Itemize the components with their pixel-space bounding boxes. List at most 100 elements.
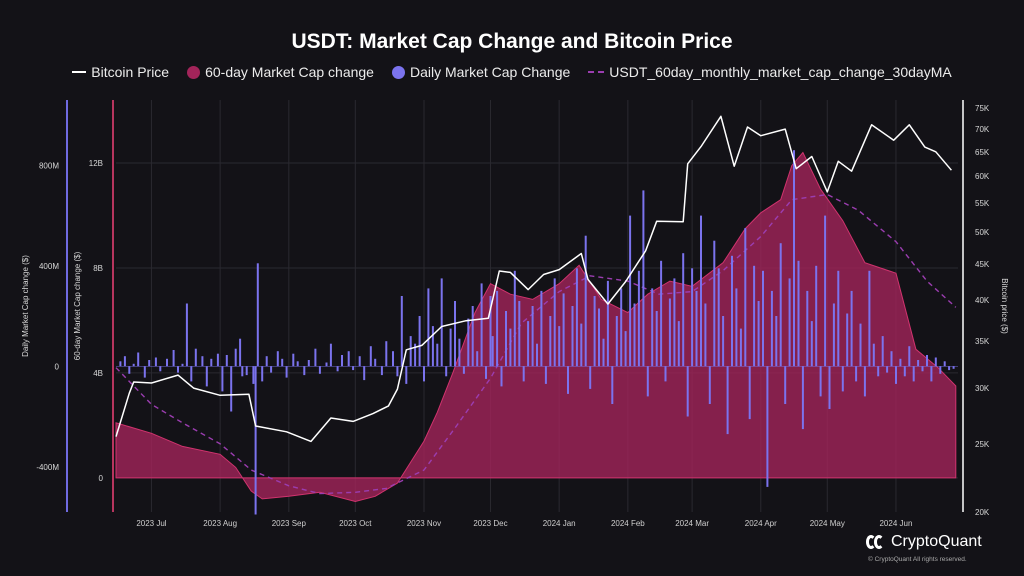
chart-legend: Bitcoin Price 60-day Market Cap change D… xyxy=(0,64,1024,80)
daily-change-bar xyxy=(943,361,946,367)
daily-change-bar xyxy=(205,366,208,387)
axis-cap-title: 60-day Market Cap change ($) xyxy=(73,251,82,360)
daily-change-bar xyxy=(440,278,443,367)
daily-change-bar xyxy=(677,321,680,367)
daily-change-bar xyxy=(815,265,818,367)
daily-change-bar xyxy=(784,366,787,404)
daily-change-bar xyxy=(704,303,707,367)
daily-change-bar xyxy=(540,290,543,367)
legend-ma[interactable]: USDT_60day_monthly_market_cap_change_30d… xyxy=(588,64,952,80)
daily-change-bar xyxy=(276,351,279,367)
daily-change-bar xyxy=(318,366,321,374)
daily-change-bar xyxy=(458,338,461,367)
daily-change-bar xyxy=(166,358,168,367)
daily-change-bar xyxy=(400,296,403,367)
daily-change-bar xyxy=(598,308,600,367)
daily-change-bar xyxy=(329,343,332,367)
daily-change-bar xyxy=(850,290,853,367)
daily-change-bar xyxy=(620,288,623,367)
legend-bitcoin[interactable]: Bitcoin Price xyxy=(72,64,169,80)
daily-tick-label: 800M xyxy=(39,161,59,170)
daily-change-bar xyxy=(380,366,383,376)
daily-change-bar xyxy=(770,290,773,367)
legend-daily-label: Daily Market Cap Change xyxy=(409,64,571,80)
legend-daily[interactable]: Daily Market Cap Change xyxy=(391,64,571,80)
daily-change-bar xyxy=(531,306,534,367)
daily-change-bar xyxy=(731,255,733,367)
daily-change-bar xyxy=(819,366,822,397)
daily-change-bar xyxy=(210,358,213,367)
daily-change-bar xyxy=(584,235,587,367)
area-layer xyxy=(115,151,957,503)
line-60day-ma xyxy=(115,193,957,495)
daily-change-bar xyxy=(673,278,676,367)
daily-change-bar xyxy=(471,306,474,367)
daily-change-bar xyxy=(952,366,955,369)
daily-change-bar xyxy=(762,270,764,367)
daily-change-bar xyxy=(567,366,569,394)
daily-change-bar xyxy=(159,366,162,372)
daily-change-bar xyxy=(123,356,126,367)
daily-change-bar xyxy=(296,361,299,367)
daily-change-bar xyxy=(307,360,310,367)
daily-change-bar xyxy=(912,366,915,382)
daily-change-bar xyxy=(292,353,295,367)
daily-change-bar xyxy=(606,280,609,367)
daily-change-bar xyxy=(682,253,685,367)
legend-60day[interactable]: 60-day Market Cap change xyxy=(187,64,374,80)
daily-change-bar xyxy=(691,268,694,367)
daily-change-bar xyxy=(476,351,479,367)
axis-daily-title: Daily Market Cap change ($) xyxy=(21,255,30,357)
daily-change-bar xyxy=(325,362,328,367)
daily-change-bar xyxy=(899,358,902,367)
btc-tick-label: 70K xyxy=(975,125,990,134)
daily-change-bar xyxy=(221,366,224,392)
cap-tick-label: 12B xyxy=(89,159,103,168)
daily-change-bar xyxy=(230,366,233,412)
daily-change-bar xyxy=(700,215,702,367)
daily-change-bar xyxy=(270,366,273,373)
daily-change-bar xyxy=(903,366,906,377)
daily-change-bar xyxy=(285,366,288,378)
daily-change-bar xyxy=(930,366,933,382)
daily-change-bar xyxy=(314,348,317,367)
daily-change-bar xyxy=(553,278,556,367)
legend-60day-label: 60-day Market Cap change xyxy=(205,64,374,80)
btc-tick-label: 75K xyxy=(975,104,990,113)
daily-tick-label: -400M xyxy=(36,463,59,472)
daily-change-bar xyxy=(536,343,538,367)
daily-change-bar xyxy=(917,360,920,367)
x-tick-label: 2023 Jul xyxy=(136,519,166,528)
btc-tick-label: 45K xyxy=(975,260,990,269)
btc-tick-label: 25K xyxy=(975,440,990,449)
daily-change-bar xyxy=(392,351,394,367)
btc-tick-label: 35K xyxy=(975,337,990,346)
daily-change-bar xyxy=(651,288,654,367)
daily-change-bar xyxy=(265,356,268,367)
daily-change-bar xyxy=(722,316,725,367)
daily-change-bar xyxy=(549,316,552,367)
daily-change-bar xyxy=(172,350,175,367)
ma-layer xyxy=(115,193,957,495)
cap-tick-label: 8B xyxy=(93,264,103,273)
daily-change-bar xyxy=(181,363,184,367)
daily-change-bar xyxy=(877,366,880,377)
btc-tick-label: 20K xyxy=(975,508,990,517)
daily-change-bar xyxy=(491,336,494,367)
btc-tick-label: 40K xyxy=(975,296,990,305)
daily-change-bar xyxy=(806,290,809,367)
daily-change-bar xyxy=(436,343,439,367)
daily-change-bar xyxy=(779,243,782,367)
legend-bar-swatch xyxy=(391,65,405,79)
daily-change-bar xyxy=(154,357,157,367)
daily-change-bar xyxy=(668,298,671,367)
daily-change-bar xyxy=(708,366,711,404)
x-tick-label: 2024 May xyxy=(810,519,845,528)
brand-block: CryptoQuant xyxy=(866,533,982,551)
daily-change-bar xyxy=(241,366,244,377)
daily-change-bar xyxy=(793,150,795,367)
daily-change-bar xyxy=(810,321,813,367)
daily-change-bar xyxy=(132,363,135,367)
daily-change-bar xyxy=(637,270,640,367)
